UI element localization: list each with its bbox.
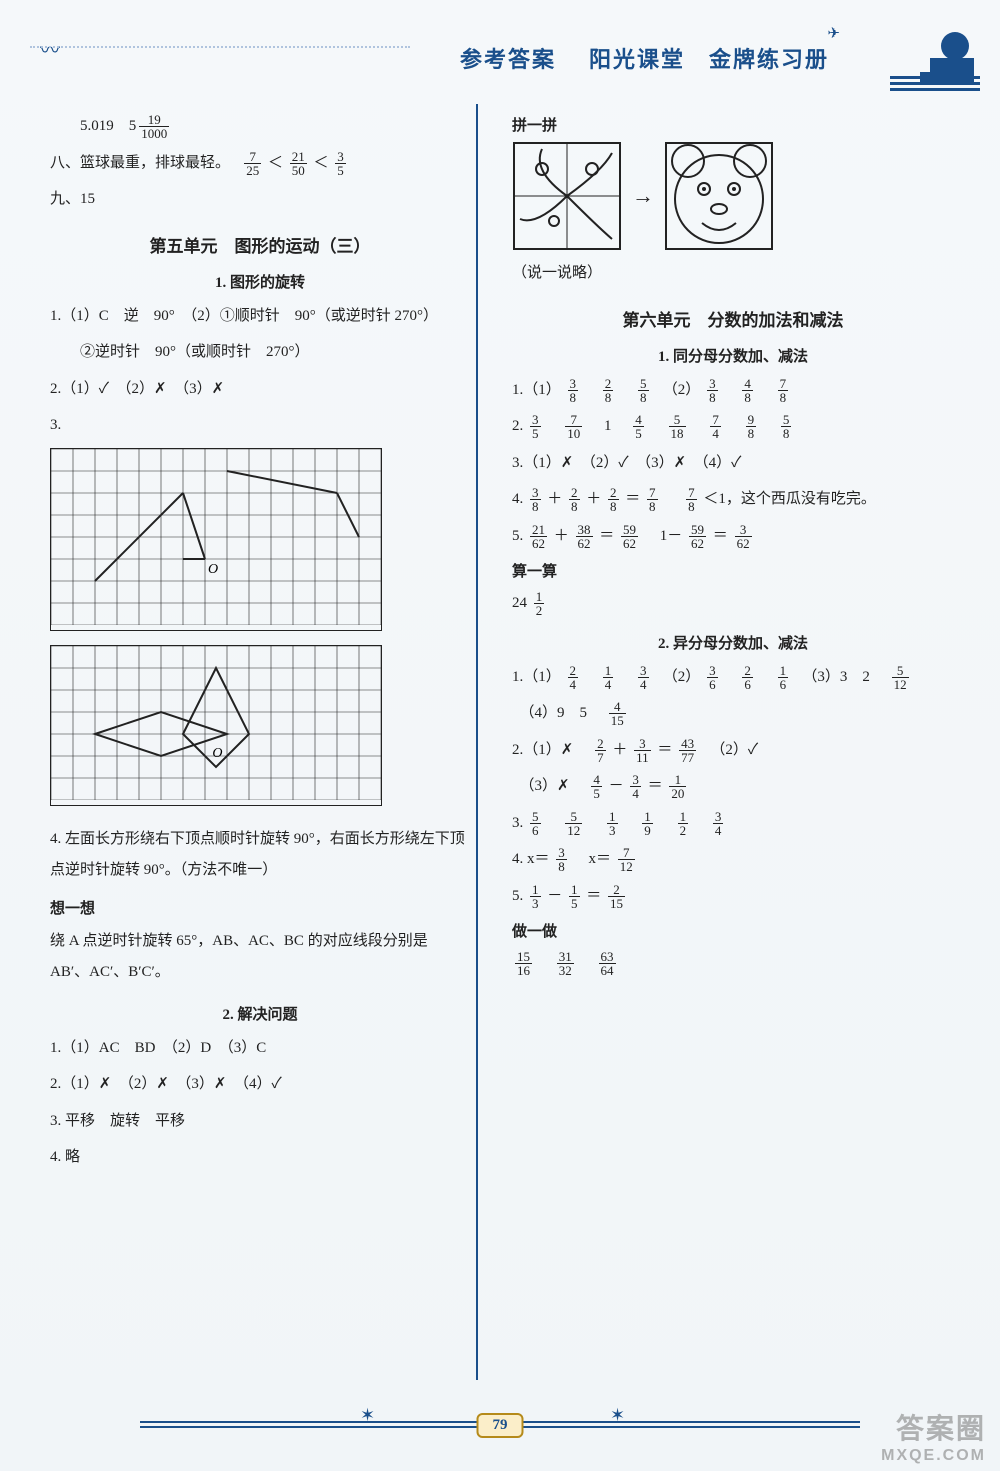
- grid-figure-1: O: [50, 448, 382, 631]
- right-column: 拼一拼 →: [484, 104, 954, 1380]
- left-line-2: 八、篮球最重，排球最轻。 725 ＜ 2150 ＜ 35: [50, 149, 470, 178]
- watermark-line1: 答案圈: [881, 1407, 986, 1447]
- think-text: 绕 A 点逆时针旋转 65°，AB、AC、BC 的对应线段分别是 AB′、AC′…: [50, 926, 470, 989]
- pinwheel-icon: ✶: [360, 1405, 375, 1426]
- section-title: 1. 图形的旋转: [50, 271, 470, 292]
- q3-label: 3.: [50, 411, 470, 440]
- puzzle-row: →: [512, 141, 954, 251]
- breadcrumb: 参考答案: [460, 47, 556, 72]
- pinwheel-icon: ✶: [610, 1405, 625, 1426]
- header-stripes: [890, 76, 980, 92]
- header-title: 参考答案 阳光课堂 金牌练习册: [460, 42, 829, 74]
- r5: 5. 2162 ＋ 3862 ＝ 5962 1－ 5962 ＝ 362: [512, 522, 954, 551]
- page-footer: ✶ ✶ 79: [0, 1405, 1000, 1445]
- r-section1: 1. 同分母分数加、减法: [512, 345, 954, 366]
- y3: 3. 56 512 13 19 12 34: [512, 809, 954, 838]
- s2-3: 3. 平移 旋转 平移: [50, 1107, 470, 1136]
- puzzle-before: [512, 141, 622, 251]
- plane-icon: ✈: [827, 24, 840, 43]
- content-columns: 5.019 5191000 八、篮球最重，排球最轻。 725 ＜ 2150 ＜ …: [0, 100, 1000, 1380]
- y1: 1.（1） 24 14 34 （2） 36 26 16 （3）3 2 512: [512, 663, 954, 692]
- y2a: 2.（1）✗ 27 ＋ 311 ＝ 4377 （2）✓: [512, 736, 954, 765]
- book-title: 阳光课堂 金牌练习册: [589, 47, 829, 72]
- page-header: 〰 ✈ 参考答案 阳光课堂 金牌练习册: [0, 0, 1000, 100]
- calc-val: 24 12: [512, 589, 954, 618]
- s2-4: 4. 略: [50, 1143, 470, 1172]
- puzzle-after: [664, 141, 774, 251]
- calc-heading: 算一算: [512, 560, 954, 581]
- r2: 2. 35 710 1 45 518 74 98 58: [512, 412, 954, 441]
- do-heading: 做一做: [512, 920, 954, 941]
- q1b: ②逆时针 90°（或顺时针 270°）: [50, 338, 470, 367]
- section2-title: 2. 解决问题: [50, 1003, 470, 1024]
- page-number: 79: [477, 1413, 524, 1438]
- arrow-icon: →: [632, 183, 654, 209]
- unit6-title: 第六单元 分数的加法和减法: [512, 306, 954, 331]
- pin-note: （说一说略）: [512, 259, 954, 288]
- r3: 3.（1）✗ （2）✓ （3）✗ （4）✓: [512, 449, 954, 478]
- pin-heading: 拼一拼: [512, 114, 954, 135]
- header-titlebox: ✈ 参考答案 阳光课堂 金牌练习册: [420, 20, 980, 80]
- text: 八、篮球最重，排球最轻。: [50, 155, 238, 171]
- r-section2: 2. 异分母分数加、减法: [512, 632, 954, 653]
- q2: 2.（1）✓ （2）✗ （3）✗: [50, 375, 470, 404]
- swirl-icon: 〰: [40, 34, 60, 63]
- q1a: 1.（1）C 逆 90° （2）①顺时针 90°（或逆时针 270°）: [50, 302, 470, 331]
- q4: 4. 左面长方形绕右下顶点顺时针旋转 90°，右面长方形绕左下顶点逆时针旋转 9…: [50, 824, 470, 887]
- left-column: 5.019 5191000 八、篮球最重，排球最轻。 725 ＜ 2150 ＜ …: [50, 104, 470, 1380]
- do-vals: 1516 3132 6364: [512, 949, 954, 978]
- watermark-line2: MXQE.COM: [881, 1447, 986, 1465]
- r1: 1.（1） 38 28 58 （2） 38 48 78: [512, 376, 954, 405]
- y2b: （3）✗ 45 － 34 ＝ 120: [512, 772, 954, 801]
- fraction: 191000: [139, 113, 169, 140]
- s2-2: 2.（1）✗ （2）✗ （3）✗ （4）✓: [50, 1070, 470, 1099]
- s2-1: 1.（1）AC BD （2）D （3）C: [50, 1034, 470, 1063]
- r4: 4. 38 ＋ 28 ＋ 28 ＝ 78 78 ＜1，这个西瓜没有吃完。: [512, 485, 954, 514]
- svg-text:O: O: [212, 745, 222, 760]
- left-line-1: 5.019 5191000: [50, 112, 470, 141]
- column-divider: [476, 104, 478, 1380]
- unit5-title: 第五单元 图形的运动（三）: [50, 232, 470, 257]
- left-line-3: 九、15: [50, 185, 470, 214]
- grid-figure-2: O: [50, 645, 382, 806]
- svg-text:O: O: [208, 562, 218, 577]
- text: 5.019 5: [50, 118, 136, 134]
- think-heading: 想一想: [50, 897, 470, 918]
- header-dots: [30, 46, 410, 48]
- y1b: （4）9 5 415: [512, 699, 954, 728]
- y5: 5. 13 － 15 ＝ 215: [512, 882, 954, 911]
- y4: 4. x＝ 38 x＝ 712: [512, 845, 954, 874]
- watermark: 答案圈 MXQE.COM: [881, 1407, 986, 1465]
